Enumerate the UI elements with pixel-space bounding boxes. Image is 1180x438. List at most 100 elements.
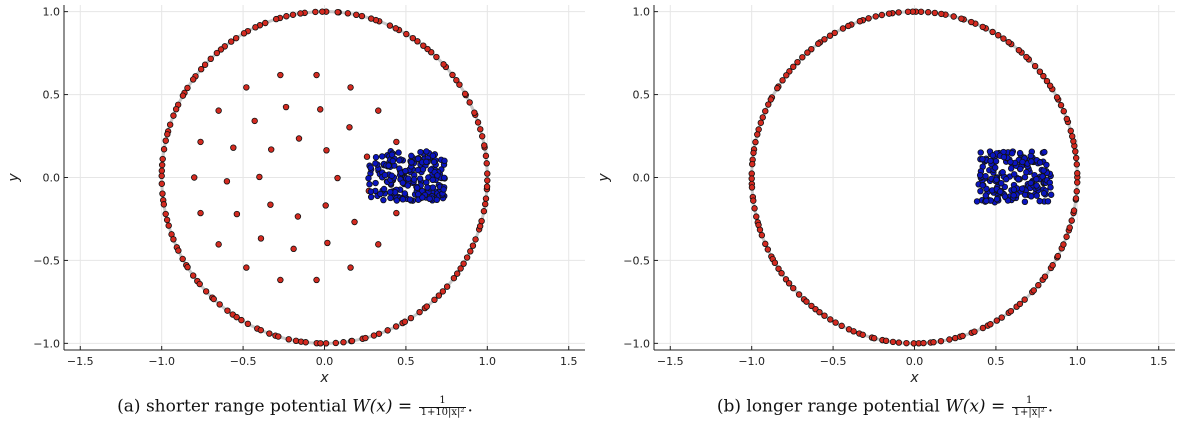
y-tick-label: 1.0 (43, 6, 61, 19)
circle-point (872, 13, 879, 20)
cluster-point (406, 196, 414, 203)
circle-point (449, 71, 456, 79)
interior-point (243, 84, 250, 91)
caption-b-numerator: 1 (1011, 395, 1047, 408)
circle-point (367, 15, 375, 22)
cluster-point (405, 175, 412, 182)
cluster-point (395, 149, 402, 156)
circle-point (859, 331, 866, 338)
circle-point (162, 210, 169, 218)
x-axis-label: x (319, 370, 329, 386)
circle-point (775, 265, 782, 272)
cluster-point (993, 176, 1000, 183)
interior-point (267, 201, 274, 208)
caption-a-lhs: W(x) = (352, 396, 418, 417)
cluster-point (367, 164, 374, 171)
cluster-point (977, 187, 984, 195)
circle-point (283, 13, 290, 20)
circle-point (201, 61, 209, 68)
circle-point (1016, 300, 1024, 308)
circle-point (453, 77, 460, 84)
circle-point (803, 298, 810, 305)
cluster-point (1015, 175, 1022, 183)
x-tick-label: 0.5 (397, 355, 415, 368)
circle-point (202, 288, 210, 295)
circle-point (416, 308, 423, 316)
x-tick-label: −1.5 (657, 355, 684, 368)
caption-a-numerator: 1 (418, 395, 467, 408)
cluster-point (396, 157, 403, 164)
y-tick-label: −0.5 (623, 254, 650, 267)
x-tick-label: −1.0 (148, 355, 175, 368)
circle-point (756, 226, 764, 233)
circle-point (166, 121, 174, 128)
circle-point (463, 254, 471, 261)
circle-point (871, 335, 878, 342)
circle-point (1060, 241, 1067, 248)
cluster-point (1036, 197, 1043, 205)
circle-point (460, 260, 467, 267)
circle-point (334, 8, 341, 16)
cluster-point (1044, 198, 1052, 205)
cluster-point (416, 175, 424, 182)
y-tick-label: 0.5 (43, 89, 61, 102)
caption-b-lhs: W(x) = (945, 396, 1011, 417)
circle-point (959, 332, 966, 340)
caption-a-suffix: . (467, 396, 473, 417)
cluster-point (423, 148, 430, 155)
interior-point (251, 117, 258, 125)
cluster-point (377, 190, 384, 198)
circle-point (189, 76, 197, 83)
circle-point (474, 119, 482, 126)
interior-point (268, 146, 275, 153)
interior-point (324, 239, 331, 247)
circle-point (483, 183, 491, 190)
circle-point (1030, 287, 1037, 294)
interior-point (393, 138, 400, 146)
circle-point (266, 330, 273, 337)
y-tick-label: 1.0 (633, 6, 651, 19)
circle-point (158, 161, 166, 169)
x-tick-label: 1.0 (479, 355, 497, 368)
cluster-point (389, 157, 397, 165)
cluster-point (408, 152, 415, 160)
circle-point (302, 339, 309, 346)
circle-point (995, 32, 1002, 39)
circle-point (816, 308, 823, 316)
circle-point (289, 11, 297, 18)
circle-point (895, 9, 902, 16)
scatter-plot-b: −1.5 −1.0 −0.5 0.0 0.5 1.0 1.5 −1.0 −0.5 0.0 0.5 1.… (596, 5, 1175, 386)
circle-point (1057, 102, 1065, 109)
circle-point (808, 302, 815, 310)
cluster-point (372, 179, 379, 187)
circle-point (885, 10, 893, 17)
circle-point (779, 77, 786, 84)
cluster-point (982, 192, 989, 199)
interior-point (393, 209, 400, 217)
circle-point (170, 112, 177, 119)
x-tick-label: 0.0 (906, 355, 924, 368)
caption-b-suffix: . (1047, 396, 1054, 417)
circle-point (456, 81, 463, 88)
cluster-point (1011, 171, 1018, 178)
cluster-point (419, 166, 427, 173)
circle-point (424, 45, 431, 53)
circle-point (262, 19, 269, 27)
interior-point (290, 245, 297, 253)
interior-point (215, 107, 222, 114)
circle-point (386, 22, 394, 29)
cluster-point (408, 159, 415, 166)
interior-point (323, 147, 330, 154)
circle-point (971, 328, 978, 335)
circle-point (163, 216, 171, 224)
circle-point (1007, 307, 1015, 315)
circle-point (210, 295, 217, 303)
circle-point (457, 265, 464, 272)
interior-point (230, 144, 237, 151)
interior-point (313, 276, 320, 284)
interior-point (351, 218, 358, 226)
cluster-point (1007, 158, 1014, 166)
interior-point (197, 209, 204, 217)
cluster-point (992, 164, 999, 171)
cluster-point (1047, 191, 1055, 198)
